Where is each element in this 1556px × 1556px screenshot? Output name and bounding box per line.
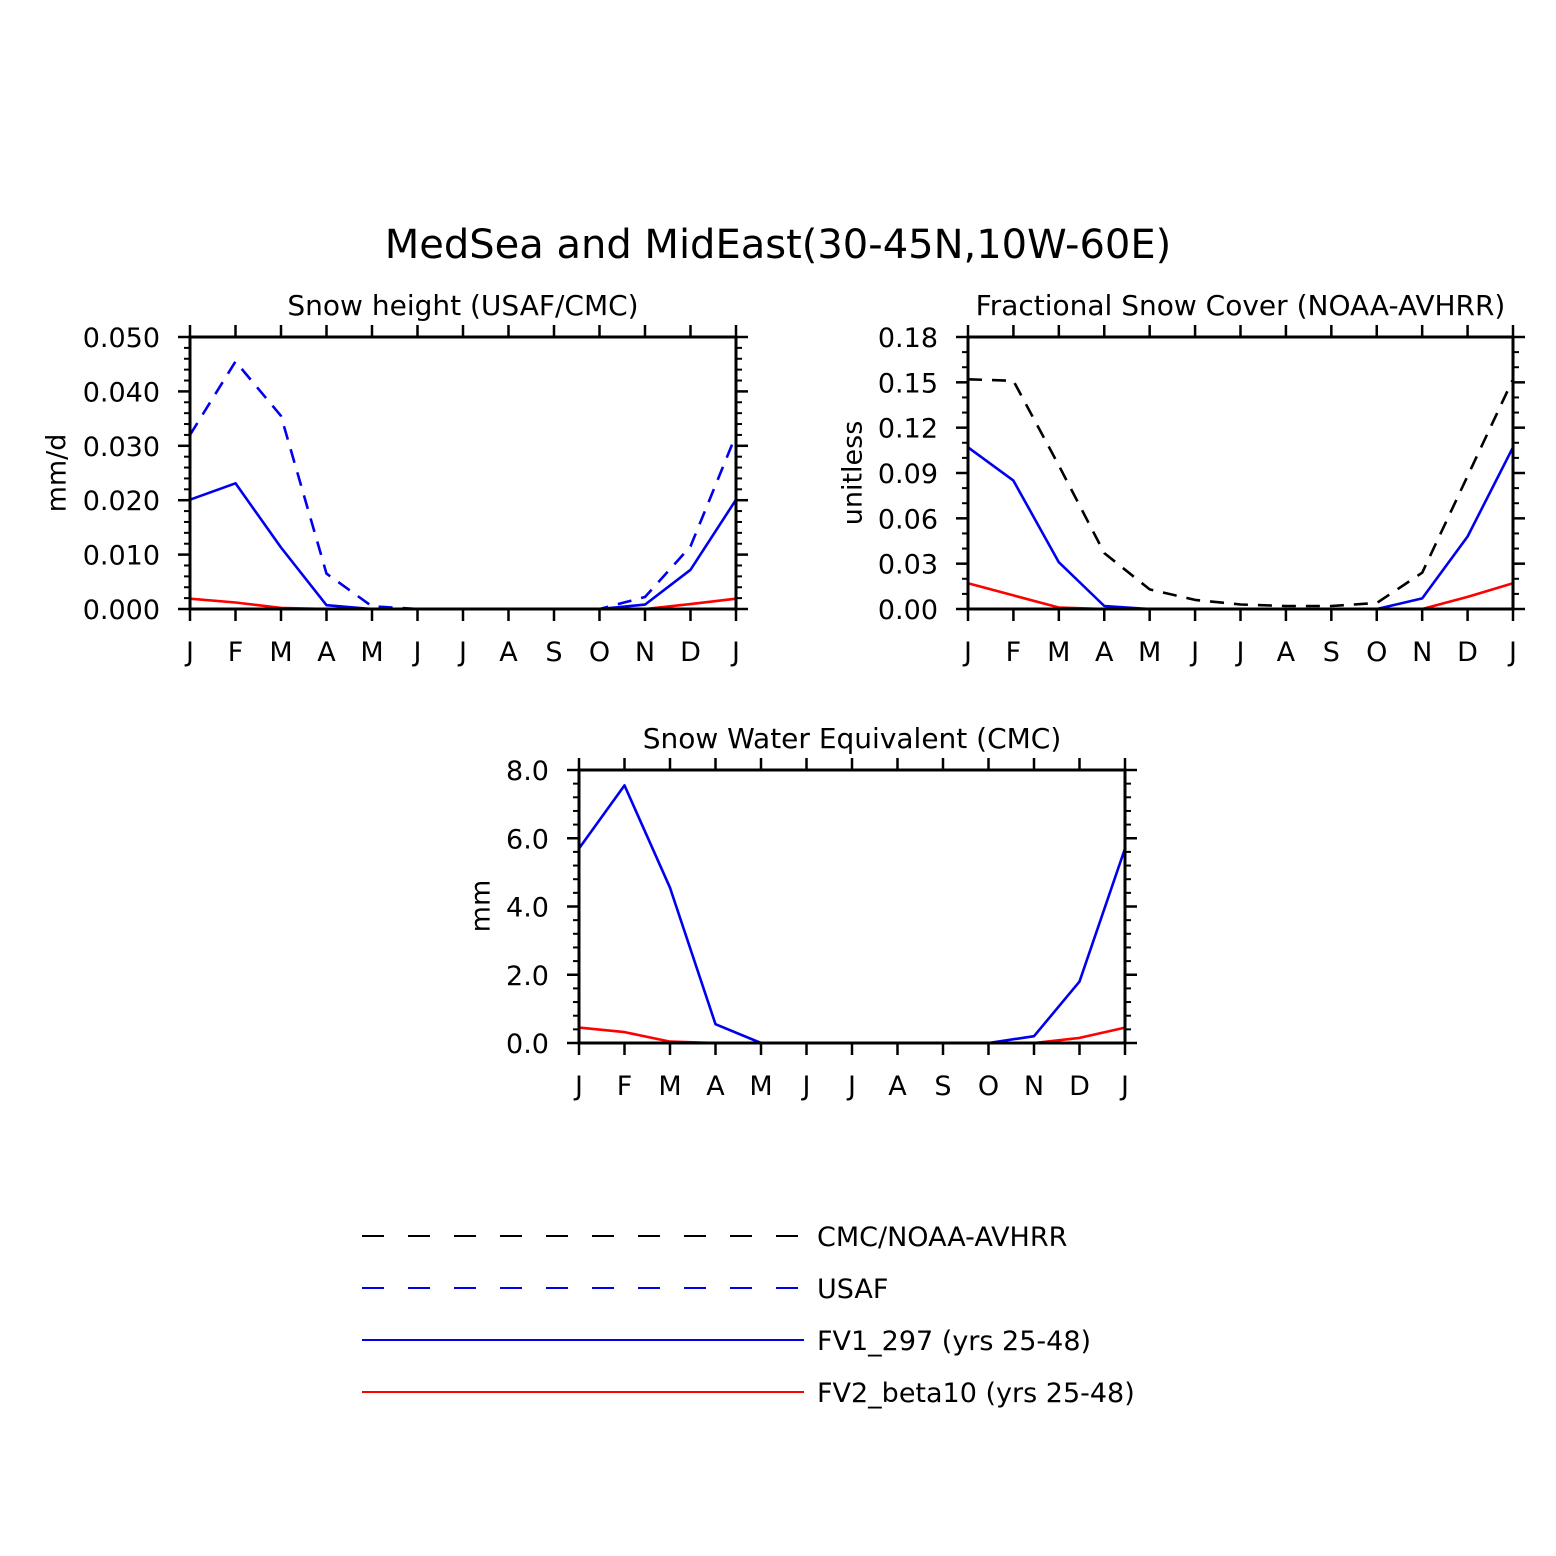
y-tick-label: 0.050 <box>83 323 160 354</box>
panel-title: Snow Water Equivalent (CMC) <box>643 722 1062 755</box>
snow-height-panel: Snow height (USAF/CMC)mm/dJ F M A M J J A S O N D J0… <box>42 289 748 668</box>
y-tick-label: 0.12 <box>878 414 938 445</box>
series-line-cmc <box>967 378 1515 608</box>
x-tick-label: A <box>706 1071 725 1102</box>
x-tick-label: J <box>801 1071 811 1102</box>
y-tick-label: 0.18 <box>878 323 938 354</box>
plot-frame <box>577 768 1127 1045</box>
y-tick-label: 0.03 <box>878 550 938 581</box>
x-tick-label: S <box>934 1071 951 1102</box>
legend-label-fv1: FV1_297 (yrs 25-48) <box>817 1326 1091 1357</box>
y-tick-label: 0.06 <box>878 504 938 535</box>
figure-title: MedSea and MidEast(30-45N,10W-60E) <box>385 222 1172 268</box>
x-tick-label: J <box>730 637 740 668</box>
y-axis-label: mm <box>466 880 497 933</box>
x-tick-label: S <box>545 637 562 668</box>
y-tick-label: 0.00 <box>878 595 938 626</box>
y-axis-label: unitless <box>838 421 869 526</box>
x-tick-label: N <box>635 637 655 668</box>
y-tick-label: 0.020 <box>83 486 160 517</box>
y-tick-label: 0.030 <box>83 432 160 463</box>
series-line-fv2 <box>578 1026 1126 1045</box>
x-tick-label: O <box>589 637 610 668</box>
y-tick-label: 0.09 <box>878 459 938 490</box>
panel-title: Fractional Snow Cover (NOAA-AVHRR) <box>976 289 1506 322</box>
x-tick-label: M <box>1047 637 1070 668</box>
x-tick-label: A <box>1095 637 1114 668</box>
legend-label-cmc: CMC/NOAA-AVHRR <box>817 1222 1067 1253</box>
x-tick-label: J <box>184 637 194 668</box>
x-tick-label: F <box>1006 637 1022 668</box>
x-tick-label: J <box>1235 637 1245 668</box>
x-tick-label: J <box>457 637 467 668</box>
x-tick-label: J <box>1507 637 1517 668</box>
y-tick-label: 4.0 <box>506 893 549 924</box>
series-line-fv1 <box>967 446 1515 611</box>
x-tick-label: M <box>269 637 292 668</box>
x-tick-label: M <box>749 1071 772 1102</box>
x-tick-label: M <box>658 1071 681 1102</box>
series-line-fv1 <box>577 784 1127 1045</box>
x-tick-label: A <box>317 637 336 668</box>
x-tick-label: J <box>962 637 972 668</box>
x-tick-label: J <box>846 1071 856 1102</box>
x-tick-label: A <box>499 637 518 668</box>
y-tick-label: 0.010 <box>83 541 160 572</box>
x-tick-label: N <box>1412 637 1432 668</box>
swe-panel: Snow Water Equivalent (CMC)mmJ F M A M J J A S O N… <box>466 722 1137 1102</box>
x-tick-label: J <box>573 1071 583 1102</box>
snow-cover-panel: Fractional Snow Cover (NOAA-AVHRR) unitle… <box>838 289 1525 668</box>
x-tick-label: S <box>1323 637 1340 668</box>
x-tick-label: A <box>888 1071 907 1102</box>
x-tick-label: D <box>1457 637 1478 668</box>
x-tick-label: N <box>1024 1071 1044 1102</box>
x-tick-label: A <box>1277 637 1296 668</box>
y-tick-label: 8.0 <box>506 756 549 787</box>
plot-frame <box>966 335 1515 611</box>
legend-label-usaf: USAF <box>817 1274 888 1305</box>
x-tick-label: F <box>228 637 244 668</box>
y-tick-label: 0.0 <box>506 1029 549 1060</box>
x-tick-label: J <box>412 637 422 668</box>
y-tick-label: 0.15 <box>878 368 938 399</box>
y-tick-label: 0.040 <box>83 377 160 408</box>
y-tick-label: 0.000 <box>83 595 160 626</box>
y-axis-label: mm/d <box>42 434 73 513</box>
plot-frame <box>188 335 738 611</box>
x-tick-label: M <box>360 637 383 668</box>
y-tick-label: 2.0 <box>506 961 549 992</box>
x-tick-label: J <box>1189 637 1199 668</box>
legend-label-fv2: FV2_beta10 (yrs 25-48) <box>817 1378 1135 1409</box>
series-line-fv2 <box>189 597 737 611</box>
series-line-fv1 <box>189 481 738 611</box>
x-tick-label: D <box>680 637 701 668</box>
x-tick-label: O <box>978 1071 999 1102</box>
legend: CMC/NOAA-AVHRR USAF FV1_297 (yrs 25-48) FV2… <box>362 1222 1135 1409</box>
x-tick-label: D <box>1069 1071 1090 1102</box>
x-tick-label: J <box>1119 1071 1129 1102</box>
y-tick-label: 6.0 <box>506 824 549 855</box>
series-line-usaf <box>188 360 738 611</box>
x-tick-label: M <box>1138 637 1161 668</box>
x-tick-label: O <box>1366 637 1387 668</box>
panel-title: Snow height (USAF/CMC) <box>287 289 638 322</box>
x-tick-label: F <box>617 1071 633 1102</box>
